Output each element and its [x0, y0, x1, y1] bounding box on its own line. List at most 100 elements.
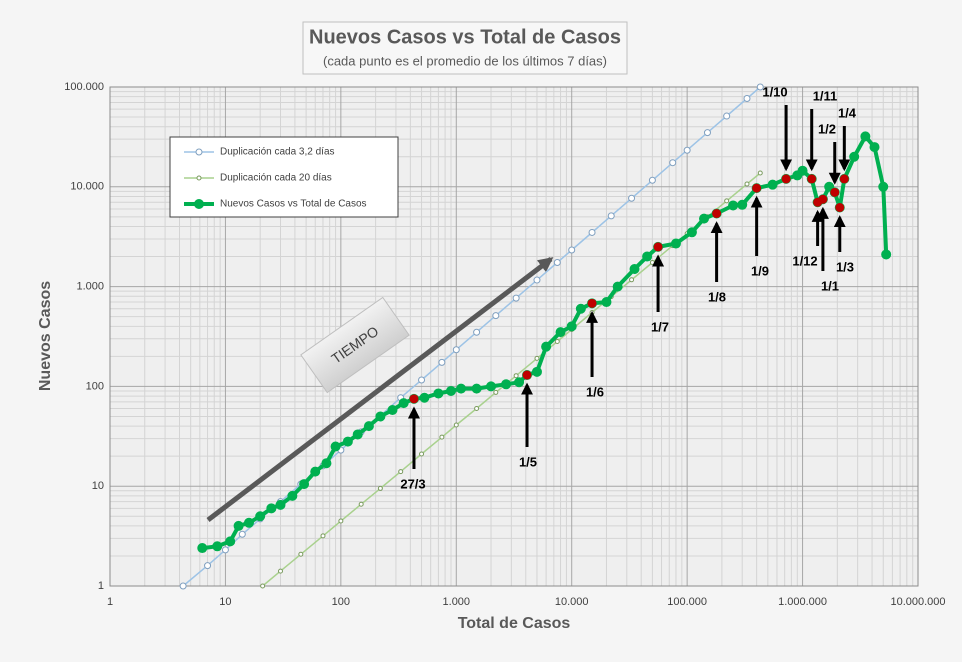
data-point — [849, 151, 860, 162]
highlight-point — [587, 298, 597, 308]
data-point — [683, 146, 691, 154]
data-point — [398, 469, 404, 475]
y-tick-label: 10 — [92, 480, 104, 492]
data-point — [493, 389, 499, 395]
data-point — [588, 228, 596, 236]
data-point — [575, 303, 586, 314]
highlight-point — [830, 187, 840, 197]
data-point — [238, 530, 246, 538]
data-point — [670, 238, 681, 249]
annotation-label: 1/3 — [836, 259, 854, 274]
x-axis-label: Total de Casos — [458, 615, 571, 632]
data-point — [204, 562, 212, 570]
data-point — [299, 479, 310, 490]
legend-label: Duplicación cada 3,2 días — [220, 147, 335, 158]
annotation-label: 27/3 — [400, 476, 425, 491]
chart-title: Nuevos Casos vs Total de Casos — [309, 26, 621, 48]
data-point — [419, 451, 425, 457]
x-tick-label: 10.000 — [555, 596, 589, 608]
annotation-label: 1/5 — [519, 454, 537, 469]
tiempo-rect — [300, 296, 410, 394]
data-point — [474, 406, 480, 412]
data-point — [243, 517, 254, 528]
data-point — [419, 392, 430, 403]
x-tick-label: 1.000 — [443, 596, 471, 608]
data-point — [179, 582, 187, 590]
data-point — [568, 246, 576, 254]
data-point — [398, 398, 409, 409]
annotation-label: 1/2 — [818, 121, 836, 136]
highlight-point — [522, 370, 532, 380]
highlight-point — [712, 209, 722, 219]
annotation-label: 1/12 — [792, 253, 817, 268]
highlight-point — [409, 394, 419, 404]
data-point — [233, 520, 244, 531]
y-tick-label: 1 — [98, 580, 104, 592]
annotation-label: 1/6 — [586, 384, 604, 399]
data-point — [330, 441, 341, 452]
data-point — [699, 213, 710, 224]
data-point — [531, 366, 542, 377]
data-point — [501, 379, 512, 390]
annotation-label: 1/11 — [813, 88, 838, 103]
x-tick-label: 100.000 — [667, 596, 707, 608]
annotation-label: 1/7 — [651, 319, 669, 334]
x-tick-label: 100 — [332, 596, 350, 608]
data-point — [512, 294, 520, 302]
data-point — [212, 541, 223, 552]
legend-label: Duplicación cada 20 días — [220, 173, 332, 184]
data-point — [756, 83, 764, 91]
data-point — [628, 194, 636, 202]
data-point — [320, 533, 326, 539]
data-point — [878, 181, 889, 192]
data-point — [601, 297, 612, 308]
data-point — [533, 276, 541, 284]
data-point — [629, 264, 640, 275]
x-tick-label: 1.000.000 — [778, 596, 827, 608]
data-point — [797, 165, 808, 176]
data-point — [266, 503, 277, 514]
data-point — [453, 422, 459, 428]
data-point — [566, 321, 577, 332]
highlight-point — [839, 174, 849, 184]
data-point — [724, 198, 730, 204]
highlight-point — [807, 174, 817, 184]
data-point — [881, 249, 892, 260]
data-point — [612, 281, 623, 292]
data-point — [298, 551, 304, 557]
annotation-label: 1/1 — [821, 278, 839, 293]
legend-label: Nuevos Casos vs Total de Casos — [220, 199, 367, 210]
data-point — [387, 405, 398, 416]
data-point — [352, 429, 363, 440]
data-point — [375, 411, 386, 422]
data-point — [554, 338, 560, 344]
data-point — [338, 518, 344, 524]
legend: Duplicación cada 3,2 días Duplicación cad… — [184, 147, 367, 210]
annotation-label: 1/4 — [838, 105, 857, 120]
data-point — [649, 259, 655, 265]
data-point — [541, 341, 552, 352]
data-point — [321, 458, 332, 469]
y-tick-label: 100 — [86, 380, 104, 392]
data-point — [648, 176, 656, 184]
data-point — [433, 388, 444, 399]
legend-marker — [195, 148, 203, 156]
annotation-layer: 27/3 1/5 1/6 1/7 1/8 1/9 1/10 1/11 1/12 1/1 1/2 1/3… — [400, 84, 856, 491]
highlight-point — [653, 242, 663, 252]
data-point — [728, 200, 739, 211]
data-point — [287, 490, 298, 501]
title-box — [302, 21, 628, 75]
data-point — [275, 499, 286, 510]
grid: 1 10 100 1.000 10.000 100.000 1.000.000 10.000.… — [64, 81, 945, 608]
data-point — [553, 258, 561, 266]
data-point — [342, 436, 353, 447]
data-point — [255, 511, 266, 522]
highlight-point — [781, 174, 791, 184]
data-point — [757, 170, 763, 176]
data-point — [438, 358, 446, 366]
data-point — [860, 131, 871, 142]
data-point — [555, 327, 566, 338]
tiempo-box: TIEMPO — [300, 296, 410, 394]
highlight-point — [835, 203, 845, 213]
